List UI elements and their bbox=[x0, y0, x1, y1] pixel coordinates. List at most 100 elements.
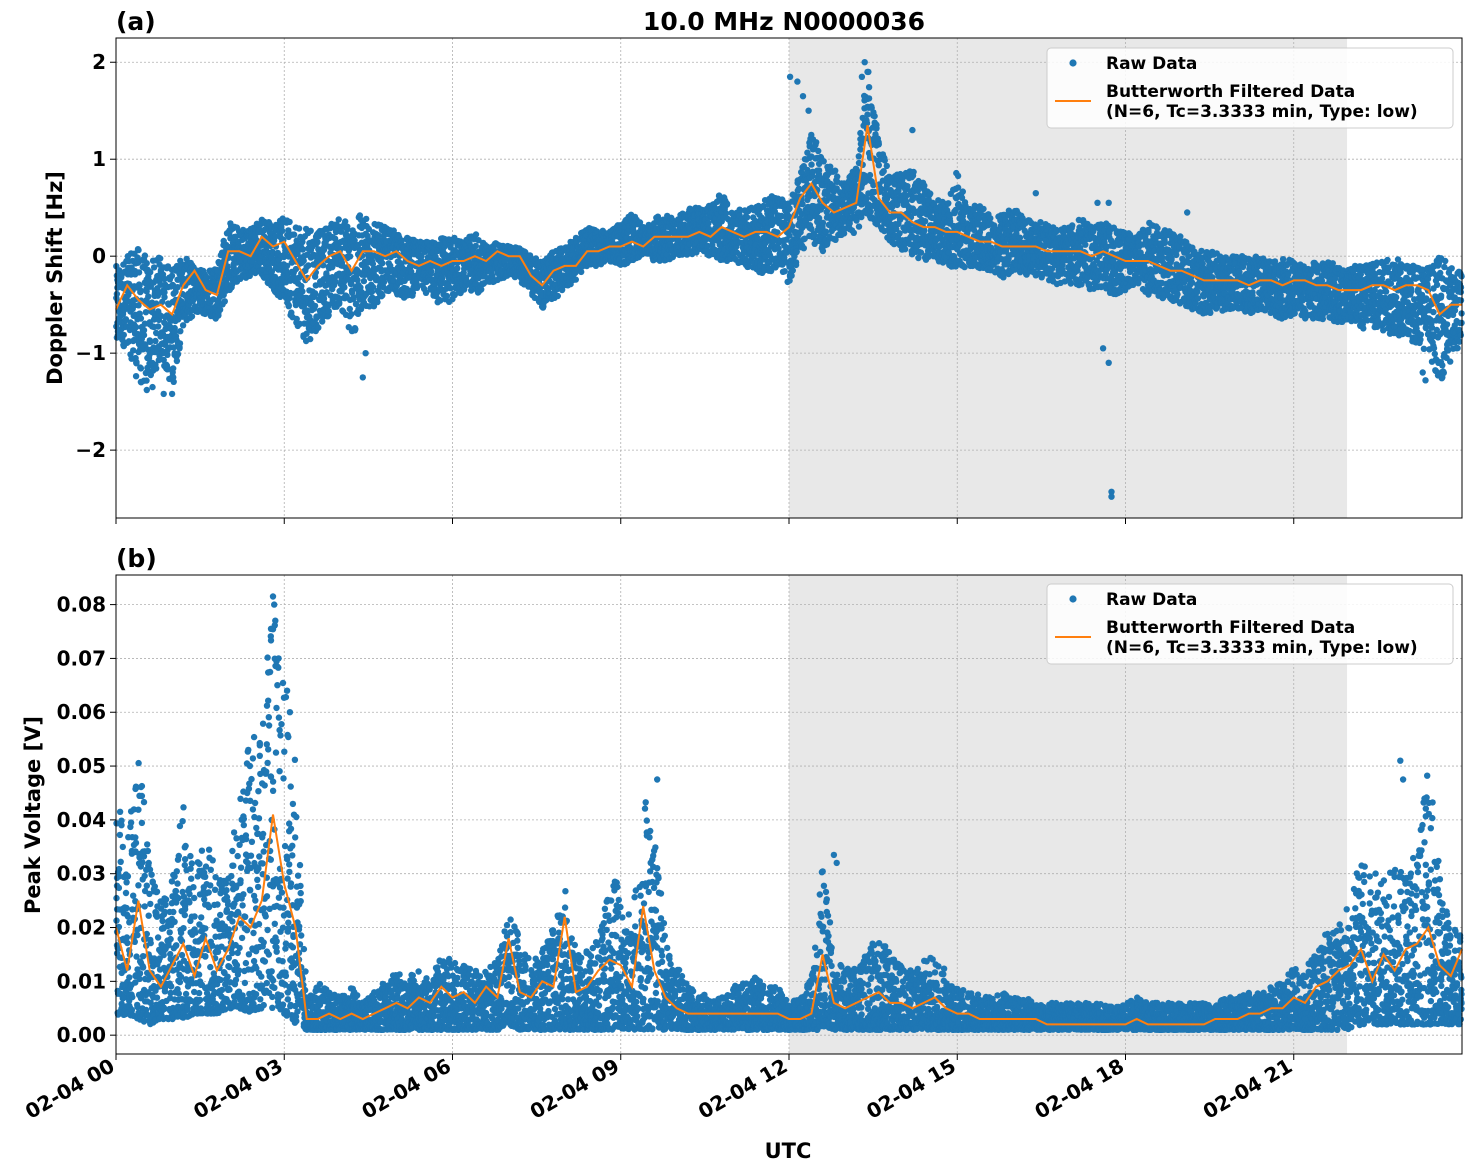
raw-point bbox=[921, 218, 929, 225]
raw-point bbox=[320, 295, 328, 302]
raw-point bbox=[143, 377, 150, 384]
raw-point bbox=[134, 254, 141, 261]
raw-point bbox=[792, 261, 800, 269]
raw-point bbox=[138, 297, 145, 304]
raw-point bbox=[307, 335, 314, 343]
raw-point bbox=[141, 320, 149, 327]
raw-point bbox=[857, 146, 864, 153]
raw-point bbox=[140, 326, 148, 334]
raw-point bbox=[125, 291, 132, 299]
raw-data-doppler bbox=[113, 59, 1465, 500]
raw-point bbox=[910, 168, 917, 176]
raw-point bbox=[723, 201, 731, 208]
raw-point bbox=[299, 246, 306, 253]
raw-point bbox=[174, 350, 182, 358]
raw-point bbox=[298, 282, 305, 290]
raw-point bbox=[290, 231, 298, 238]
raw-point bbox=[379, 292, 386, 299]
raw-point bbox=[360, 277, 368, 285]
raw-point bbox=[136, 310, 143, 317]
raw-point bbox=[311, 302, 319, 310]
raw-point bbox=[299, 288, 306, 295]
raw-point bbox=[135, 246, 142, 254]
raw-point bbox=[855, 153, 862, 160]
raw-point bbox=[319, 318, 326, 325]
raw-point bbox=[155, 323, 162, 330]
raw-point bbox=[325, 308, 332, 315]
raw-point bbox=[901, 246, 909, 253]
raw-point bbox=[136, 282, 143, 289]
raw-point bbox=[945, 200, 952, 207]
raw-point bbox=[578, 268, 585, 276]
raw-point bbox=[443, 292, 451, 300]
raw-point bbox=[374, 298, 381, 306]
raw-point bbox=[917, 249, 925, 256]
raw-point bbox=[135, 302, 142, 309]
raw-point bbox=[883, 162, 890, 170]
raw-point bbox=[781, 268, 788, 275]
raw-point bbox=[142, 309, 150, 316]
raw-point bbox=[203, 273, 210, 281]
raw-point bbox=[319, 253, 327, 260]
raw-point bbox=[300, 257, 307, 264]
raw-point bbox=[344, 226, 351, 233]
raw-point bbox=[850, 229, 857, 236]
raw-point bbox=[216, 306, 224, 313]
raw-point bbox=[875, 141, 882, 148]
raw-point bbox=[292, 265, 300, 273]
raw-point bbox=[819, 247, 827, 255]
raw-point bbox=[789, 267, 796, 274]
raw-point bbox=[130, 347, 137, 354]
raw-point bbox=[324, 303, 332, 310]
raw-point bbox=[959, 188, 966, 195]
raw-point bbox=[165, 365, 172, 373]
raw-point bbox=[147, 338, 154, 346]
raw-point bbox=[168, 337, 175, 344]
raw-point bbox=[141, 252, 149, 259]
raw-point bbox=[170, 378, 177, 385]
raw-point bbox=[881, 157, 888, 164]
raw-point bbox=[283, 262, 291, 270]
raw-point bbox=[293, 315, 300, 323]
raw-point bbox=[135, 269, 143, 276]
raw-point bbox=[150, 264, 158, 271]
raw-point bbox=[314, 239, 321, 246]
raw-point bbox=[168, 272, 176, 279]
raw-point bbox=[279, 227, 286, 235]
raw-point bbox=[572, 276, 579, 283]
raw-point bbox=[153, 329, 160, 337]
raw-point bbox=[133, 359, 140, 367]
raw-point bbox=[224, 263, 231, 270]
raw-point bbox=[285, 302, 292, 309]
raw-point bbox=[346, 253, 354, 260]
raw-point bbox=[286, 218, 293, 226]
raw-point bbox=[820, 158, 827, 165]
raw-point bbox=[188, 313, 196, 320]
raw-point bbox=[348, 311, 355, 318]
raw-point bbox=[305, 262, 312, 269]
raw-point bbox=[352, 326, 359, 333]
raw-point bbox=[132, 373, 140, 380]
raw-point bbox=[855, 223, 863, 230]
raw-point bbox=[379, 260, 386, 267]
raw-point bbox=[472, 231, 480, 238]
raw-point bbox=[815, 147, 822, 155]
raw-point bbox=[315, 324, 322, 331]
raw-point bbox=[271, 233, 279, 240]
raw-point bbox=[864, 111, 871, 118]
raw-point bbox=[335, 216, 342, 223]
raw-point bbox=[954, 172, 962, 180]
raw-point bbox=[896, 230, 903, 237]
raw-point bbox=[800, 245, 807, 252]
raw-point bbox=[122, 316, 130, 323]
raw-point bbox=[138, 287, 145, 295]
raw-point bbox=[428, 268, 435, 275]
raw-point bbox=[813, 139, 820, 146]
raw-point bbox=[145, 293, 152, 300]
raw-point bbox=[157, 281, 164, 288]
raw-point bbox=[113, 290, 121, 298]
raw-point bbox=[871, 112, 878, 120]
raw-point bbox=[161, 275, 168, 283]
raw-point bbox=[819, 219, 827, 226]
raw-point bbox=[174, 284, 181, 291]
